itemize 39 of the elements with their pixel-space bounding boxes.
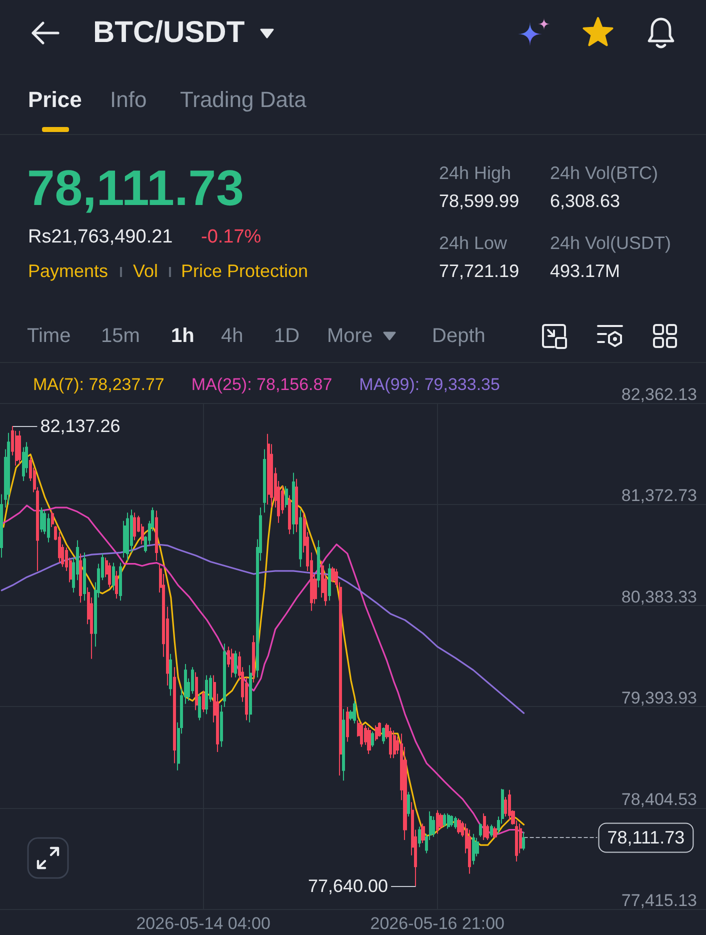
text: 78,111.73 (27, 159, 244, 218)
text: MA(99): 79,333.35 (359, 375, 500, 394)
text: 24h Vol(USDT) (550, 233, 672, 255)
y-tick-label: 80,383.33 (621, 587, 697, 606)
text: Price (28, 86, 82, 114)
text: Payments (28, 261, 108, 283)
text: Rs21,763,490.21 (28, 226, 173, 250)
text: 78,599.99 (439, 191, 520, 213)
x-tick-label: 2026-05-14 04:00 (136, 914, 270, 933)
text: Vol (133, 261, 158, 283)
y-tick-label: 81,372.73 (621, 486, 697, 506)
text: 24h Vol(BTC) (550, 163, 658, 185)
text: 6,308.63 (550, 191, 620, 213)
text: MA(25): 78,156.87 (191, 375, 332, 394)
ref-line-label: 78,111.73 (607, 828, 685, 848)
text: -0.17% (201, 226, 262, 250)
text: 24h Low (439, 233, 508, 255)
y-tick-label: 82,362.13 (621, 385, 697, 404)
text: 24h High (439, 163, 512, 185)
text: 77,721.19 (439, 261, 520, 283)
annotation: 82,137.26 (40, 416, 120, 436)
y-tick-label: 79,393.93 (621, 688, 697, 708)
text: 15m (101, 324, 140, 348)
text: 493.17M (550, 261, 620, 283)
text: 4h (221, 324, 244, 348)
text: Time (27, 324, 71, 348)
text: Info (110, 86, 147, 114)
text: Trading Data (180, 86, 306, 114)
y-tick-label: 78,404.53 (621, 790, 697, 809)
x-tick-label: 2026-05-16 21:00 (370, 914, 504, 933)
text: 1D (274, 324, 300, 348)
y-tick-label: 77,415.13 (621, 891, 697, 910)
text: More (327, 324, 373, 348)
text: Price Protection (181, 261, 308, 283)
annotation: 77,640.00 (308, 876, 388, 896)
text: Depth (432, 324, 486, 348)
text: MA(7): 78,237.77 (33, 375, 164, 394)
text: 1h (171, 324, 194, 348)
chart-title: BTC/USDT (93, 15, 245, 51)
